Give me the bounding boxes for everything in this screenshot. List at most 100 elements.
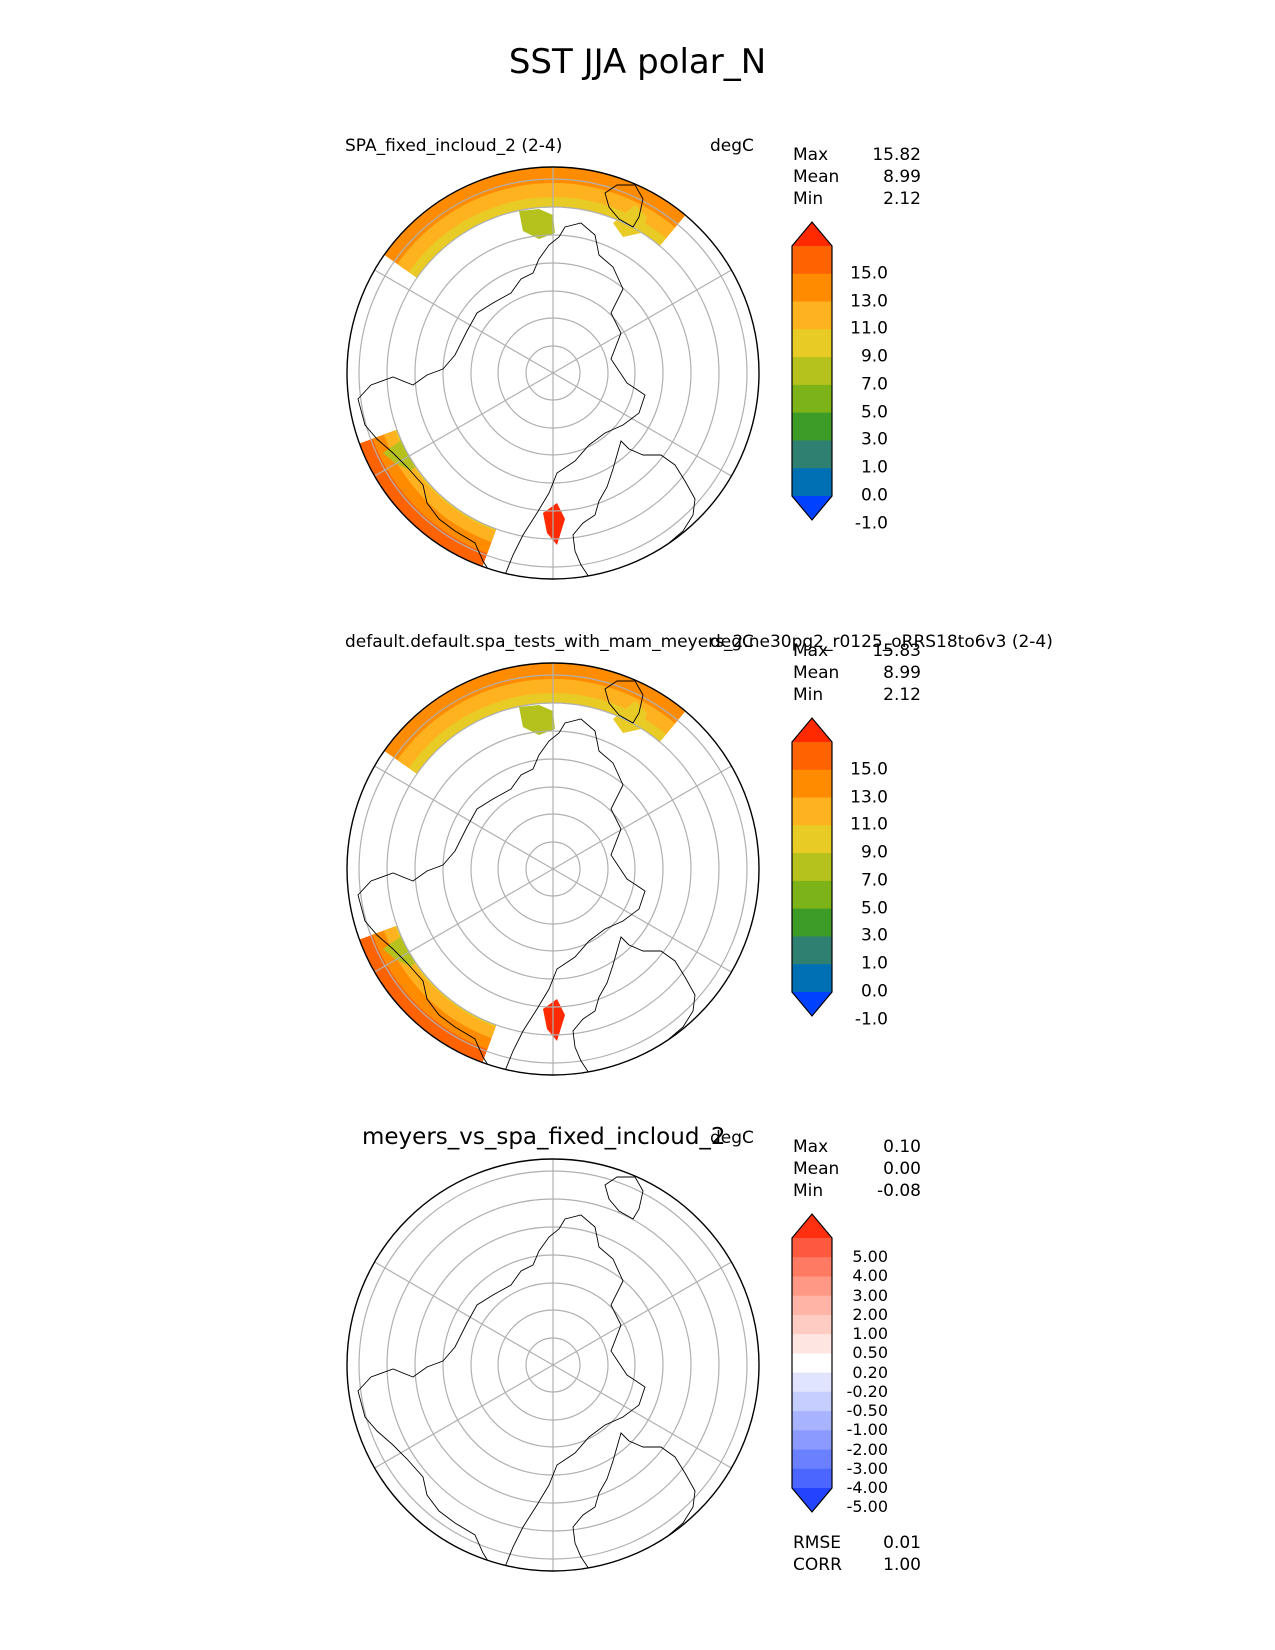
colorbar-tick-label: -2.00 — [846, 1439, 888, 1459]
panel-2-colorbar — [791, 717, 833, 1017]
panel-3-stats: Max 0.10 Mean 0.00 Min -0.08 — [793, 1136, 921, 1202]
longitude-gridline — [552, 868, 732, 973]
sst-region-okhotsk — [613, 205, 647, 237]
colorbar-segment — [792, 1468, 832, 1489]
colorbar-segment — [792, 1353, 832, 1374]
colorbar-outline — [791, 717, 833, 1017]
longitude-gridline — [374, 765, 554, 870]
colorbar-segment — [792, 468, 832, 497]
panel-2-colorbar-labels: 15.0 13.0 11.0 9.0 7.0 5.0 3.0 1.0 0.0 -1.0 — [830, 718, 888, 1028]
panel-1-colorbar — [791, 221, 833, 521]
sst-region-bering — [519, 209, 555, 239]
colorbar-extend-top — [792, 718, 832, 742]
colorbar-segment — [792, 880, 832, 910]
panel-1-colorbar-labels: 15.0 13.0 11.0 9.0 7.0 5.0 3.0 1.0 0.0 -1.0 — [830, 222, 888, 532]
map-boundary — [346, 166, 760, 580]
colorbar-tick-label: 11.0 — [850, 318, 888, 339]
longitude-gridline — [374, 269, 554, 374]
colorbar-tick-label: -1.00 — [846, 1420, 888, 1440]
colorbar-tick-label: 0.20 — [852, 1362, 888, 1382]
colorbar-tick-label: 4.00 — [852, 1266, 888, 1286]
stat-value: 15.83 — [872, 641, 921, 661]
colorbar-segment — [792, 1238, 832, 1258]
stat-label: Mean — [793, 663, 840, 683]
sst-region-baltic — [543, 503, 565, 545]
colorbar-outline — [791, 221, 833, 521]
colorbar-tick-label: 13.0 — [850, 291, 888, 312]
metric-value: 1.00 — [883, 1555, 921, 1575]
panel-2-stats: Max 15.83 Mean 8.99 Min 2.12 — [793, 640, 921, 706]
colorbar-tick-label: 1.0 — [860, 953, 888, 974]
longitude-gridline — [374, 868, 554, 973]
panel-3-colorbar-labels: 5.00 4.00 3.00 2.00 1.00 0.50 0.20 -0.20 -0.50 -1… — [822, 1214, 888, 1515]
longitude-gridline — [552, 372, 732, 477]
colorbar-tick-label: 7.0 — [860, 870, 888, 891]
colorbar-tick-label: 3.0 — [860, 429, 888, 450]
map-content — [347, 167, 759, 579]
map-content — [347, 663, 759, 1075]
panel-3-units: degC — [710, 1128, 754, 1148]
metric-value: 0.01 — [883, 1533, 921, 1553]
longitude-gridline — [552, 765, 732, 870]
colorbar-segment — [792, 1391, 832, 1412]
colorbar-tick-label: 1.00 — [852, 1324, 888, 1344]
sst-region-baltic — [543, 999, 565, 1041]
colorbar-segment — [792, 1257, 832, 1277]
colorbar-tick-label: 3.0 — [860, 925, 888, 946]
coastline — [604, 1176, 644, 1220]
colorbar-segment — [792, 384, 832, 414]
coastline — [357, 718, 646, 1074]
colorbar-segment — [792, 853, 832, 882]
figure-title: SST JJA polar_N — [508, 42, 767, 82]
colorbar-segment — [792, 742, 832, 771]
panel-1-polar-map — [346, 166, 760, 580]
colorbar-tick-label: 11.0 — [850, 814, 888, 835]
sst-region-bering — [519, 705, 555, 735]
colorbar-tick-label: -3.00 — [846, 1458, 888, 1478]
metric-label: RMSE — [793, 1533, 842, 1553]
colorbar-segment — [792, 964, 832, 993]
colorbar-segment — [792, 329, 832, 358]
panel-3-polar-map — [346, 1158, 760, 1572]
stat-label: Min — [793, 189, 824, 209]
colorbar-segment — [792, 1314, 832, 1335]
colorbar-tick-label: 9.0 — [860, 842, 888, 863]
colorbar-tick-label: 15.0 — [850, 263, 888, 284]
panel-2-polar-map — [346, 662, 760, 1076]
stat-label: Max — [793, 145, 829, 165]
colorbar-tick-label: 13.0 — [850, 787, 888, 808]
longitude-gridline — [374, 1261, 554, 1366]
colorbar-tick-label: -1.0 — [854, 513, 888, 534]
panel-3-metrics: RMSE 0.01 CORR 1.00 — [793, 1532, 921, 1576]
panel-1-title: SPA_fixed_incloud_2 (2-4) — [345, 136, 563, 156]
coastline — [604, 680, 644, 724]
colorbar-tick-label: 0.50 — [852, 1343, 888, 1363]
colorbar-tick-label: -1.0 — [854, 1009, 888, 1030]
colorbar-tick-label: -4.00 — [846, 1478, 888, 1497]
colorbar-segment — [792, 1449, 832, 1470]
colorbar-segment — [792, 908, 832, 937]
panel-3-colorbar — [791, 1213, 833, 1513]
coastline — [357, 222, 646, 578]
stat-label: Min — [793, 1181, 824, 1201]
colorbar-tick-label: 15.0 — [850, 759, 888, 780]
colorbar-tick-label: 3.00 — [852, 1285, 888, 1305]
colorbar-segment — [792, 273, 832, 303]
colorbar-segment — [792, 1411, 832, 1431]
panel-2-units: degC — [710, 632, 754, 652]
stat-value: 8.99 — [883, 663, 921, 683]
colorbar-outline — [791, 1213, 833, 1513]
colorbar-tick-label: 2.00 — [852, 1304, 888, 1324]
map-boundary — [346, 662, 760, 1076]
longitude-gridline — [374, 372, 554, 477]
metric-label: CORR — [793, 1555, 842, 1575]
colorbar-extend-bottom — [792, 496, 832, 520]
stat-value: 2.12 — [883, 685, 921, 705]
coastline — [357, 1214, 646, 1570]
panel-3-title: meyers_vs_spa_fixed_incloud_2 — [362, 1124, 726, 1150]
longitude-gridline — [552, 1364, 732, 1469]
longitude-gridline — [552, 1261, 732, 1366]
colorbar-tick-label: 5.0 — [860, 402, 888, 423]
colorbar-tick-label: 5.00 — [852, 1247, 888, 1267]
colorbar-segment — [792, 1276, 832, 1297]
